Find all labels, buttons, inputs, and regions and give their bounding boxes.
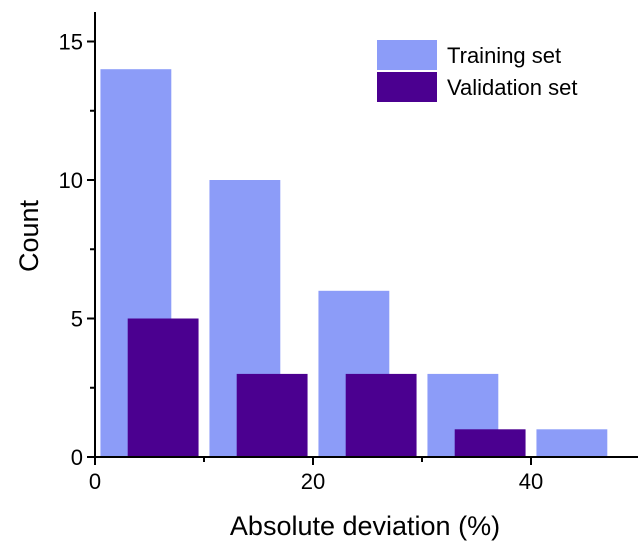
x-tick-label-0: 0 xyxy=(89,469,101,494)
y-tick-label-10: 10 xyxy=(59,168,83,193)
validation-set-bar-4 xyxy=(454,429,526,457)
x-axis-title: Absolute deviation (%) xyxy=(230,511,500,541)
legend-swatch-validation-set xyxy=(377,72,437,102)
y-tick-label-0: 0 xyxy=(71,445,83,470)
legend: Training set Validation set xyxy=(377,40,577,102)
x-tick-label-20: 20 xyxy=(301,469,325,494)
bars-layer xyxy=(100,69,608,457)
legend-label-validation-set: Validation set xyxy=(447,75,577,100)
legend-swatch-training-set xyxy=(377,40,437,70)
y-tick-label-5: 5 xyxy=(71,307,83,332)
legend-label-training-set: Training set xyxy=(447,43,561,68)
y-axis-title: Count xyxy=(14,199,44,272)
x-tick-label-40: 40 xyxy=(519,469,543,494)
y-tick-label-15: 15 xyxy=(59,30,83,55)
validation-set-bar-3 xyxy=(345,373,417,457)
validation-set-bar-1 xyxy=(127,318,199,457)
training-set-bar-5 xyxy=(536,429,608,457)
axes-layer: 0 5 10 15 0 20 40 xyxy=(59,12,638,494)
validation-set-bar-2 xyxy=(236,373,308,457)
